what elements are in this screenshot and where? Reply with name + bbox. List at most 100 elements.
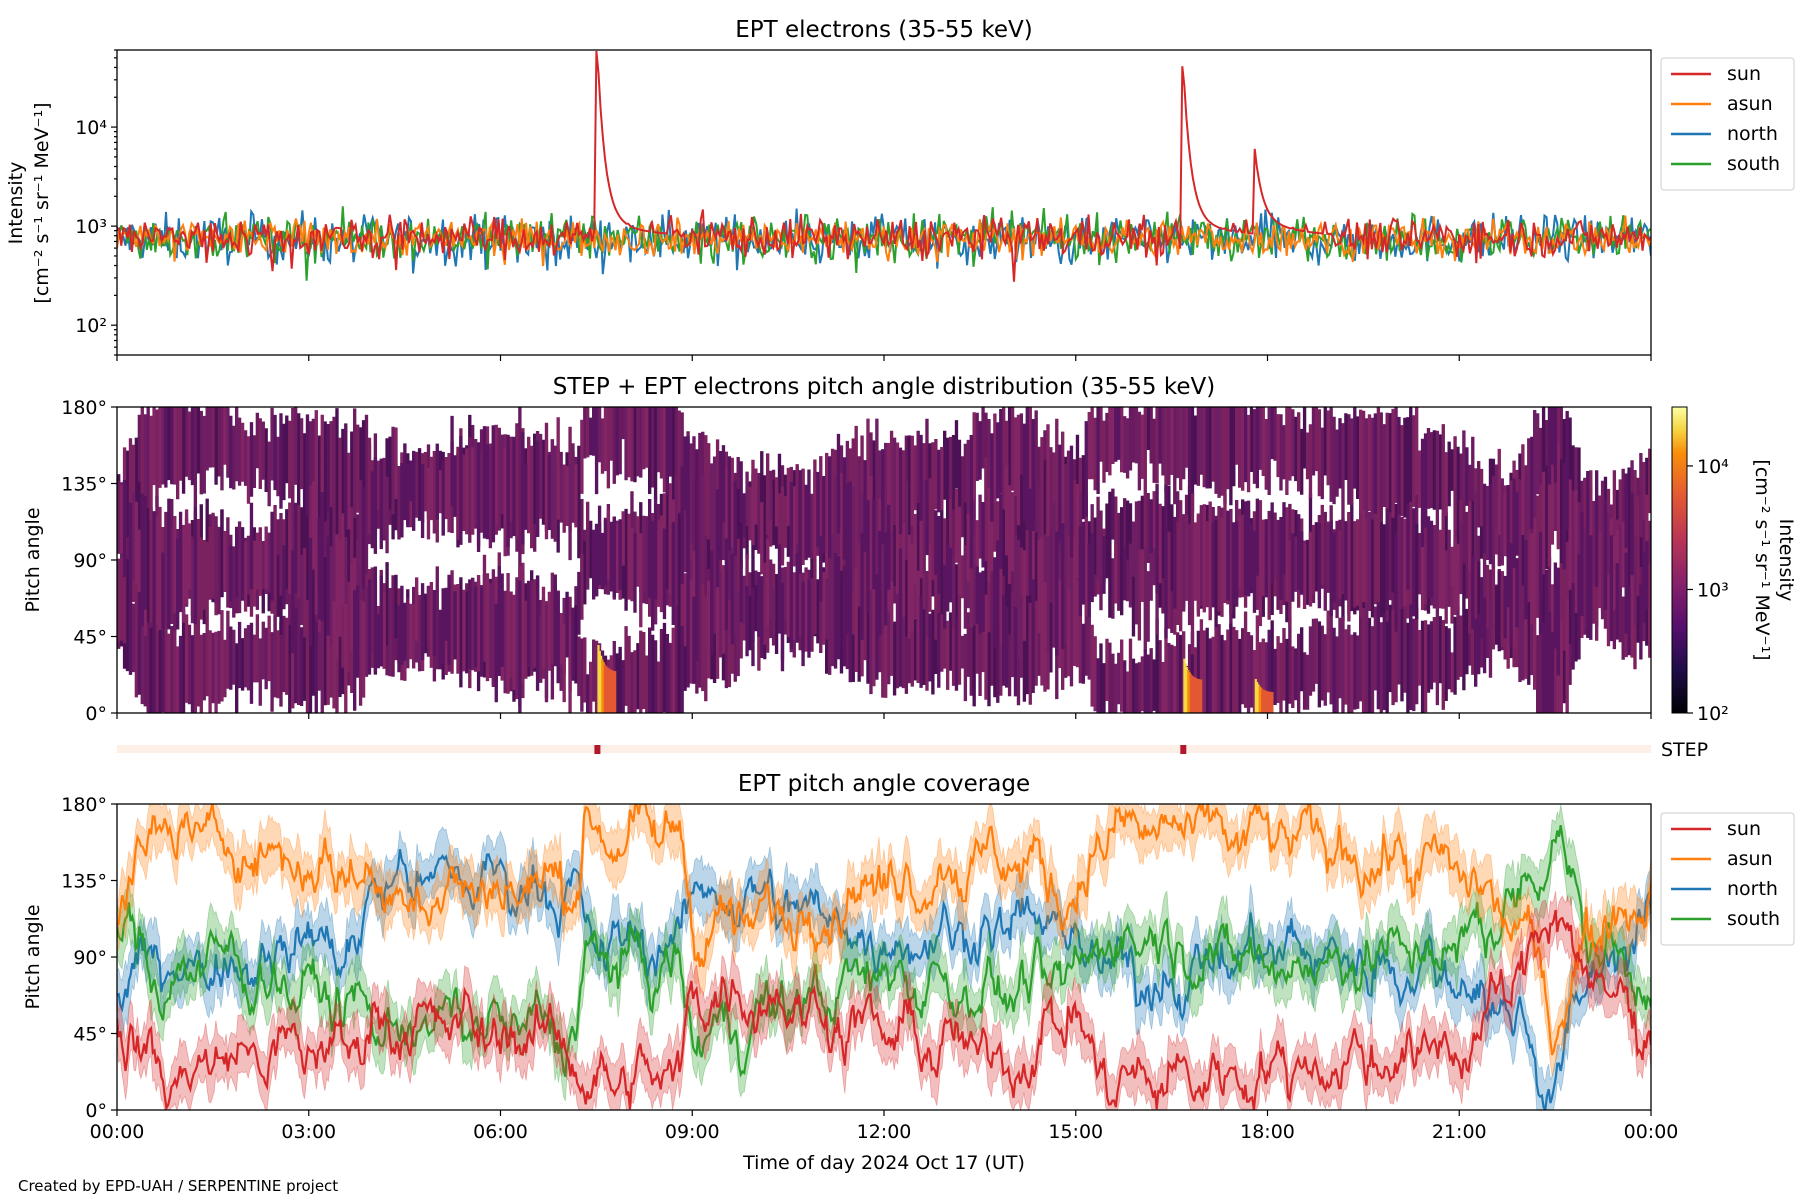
ytick-label: 180° bbox=[61, 397, 107, 419]
heatmap-burst bbox=[1188, 672, 1191, 713]
panel-intensity-xticks bbox=[116, 355, 1652, 361]
heatmap-burst bbox=[1259, 687, 1262, 713]
panel-intensity-ylabel-line1: Intensity bbox=[5, 162, 27, 245]
panel-pad-yticks: 0° 45° 90° 135° 180° bbox=[61, 397, 117, 725]
series-line-south bbox=[117, 824, 1651, 1078]
heatmap-burst bbox=[1257, 684, 1260, 713]
legend-label-south: south bbox=[1727, 908, 1780, 930]
panel-coverage-title: EPT pitch angle coverage bbox=[738, 771, 1030, 797]
xtick-label: 00:00 bbox=[1624, 1121, 1679, 1143]
series-band-south bbox=[117, 804, 1651, 1102]
heatmap-burst bbox=[1263, 690, 1266, 713]
panel-step: STEP bbox=[117, 739, 1708, 761]
colorbar-label-line1: Intensity bbox=[1775, 519, 1797, 602]
heatmap-burst bbox=[1194, 678, 1197, 713]
series-line-sun bbox=[117, 909, 1651, 1110]
step-markers bbox=[594, 745, 1187, 754]
heatmap-burst bbox=[1261, 688, 1264, 713]
panel-intensity-frame bbox=[116, 49, 1652, 356]
panel-intensity-title: EPT electrons (35-55 keV) bbox=[735, 17, 1032, 43]
ytick-label: 10⁴ bbox=[75, 117, 107, 139]
heatmap-burst bbox=[607, 668, 610, 713]
step-label: STEP bbox=[1661, 739, 1708, 761]
colorbar-tick-label: 10³ bbox=[1697, 579, 1729, 601]
panel-pad: STEP + EPT electrons pitch angle distrib… bbox=[22, 374, 1797, 725]
legend-box bbox=[1660, 812, 1795, 946]
heatmap-burst bbox=[1198, 679, 1201, 713]
heatmap-burst bbox=[611, 670, 614, 713]
heatmap-burst bbox=[1268, 691, 1271, 713]
heatmap-burst bbox=[606, 667, 609, 713]
series-band-sun bbox=[117, 891, 1651, 1110]
legend-label-asun: asun bbox=[1727, 848, 1773, 870]
ytick-label: 90° bbox=[73, 947, 107, 969]
colorbar-ticks: 10² 10³ 10⁴ bbox=[1687, 456, 1729, 725]
heatmap-burst bbox=[1266, 691, 1269, 713]
panel-intensity-legend: sun asun north south bbox=[1660, 57, 1795, 191]
heatmap-burst bbox=[1267, 691, 1270, 713]
series-line-sun bbox=[117, 50, 1651, 282]
step-marker bbox=[1180, 745, 1187, 754]
heatmap-burst bbox=[1262, 689, 1265, 713]
heatmap-burst bbox=[1200, 679, 1203, 713]
step-marker bbox=[594, 745, 601, 754]
ytick-label: 45° bbox=[73, 627, 107, 649]
panel-intensity-yticks: 10² 10³ 10⁴ bbox=[75, 49, 117, 356]
heatmap-burst bbox=[1196, 678, 1199, 713]
legend-label-asun: asun bbox=[1727, 93, 1773, 115]
xtick-label: 18:00 bbox=[1240, 1121, 1295, 1143]
heatmap-burst bbox=[600, 655, 603, 713]
step-strip bbox=[117, 745, 1651, 753]
heatmap-burst bbox=[605, 666, 608, 713]
panel-coverage-yticks: 0° 45° 90° 135° 180° bbox=[61, 794, 117, 1122]
legend-label-north: north bbox=[1727, 878, 1778, 900]
heatmap-burst bbox=[1184, 663, 1187, 713]
heatmap-burst bbox=[1270, 691, 1273, 713]
xtick-label: 15:00 bbox=[1048, 1121, 1103, 1143]
ytick-label: 0° bbox=[85, 1100, 107, 1122]
xtick-label: 21:00 bbox=[1432, 1121, 1487, 1143]
heatmap-burst bbox=[602, 662, 605, 713]
heatmap-burst bbox=[1256, 682, 1259, 713]
heatmap-burst bbox=[1185, 667, 1189, 713]
ytick-label: 10² bbox=[75, 315, 107, 337]
heatmap-burst bbox=[597, 645, 600, 713]
ytick-label: 90° bbox=[73, 550, 107, 572]
xtick-label: 06:00 bbox=[473, 1121, 528, 1143]
panel-intensity-ylabel-line2: [cm⁻² s⁻¹ sr⁻¹ MeV⁻¹] bbox=[31, 102, 53, 303]
legend-box bbox=[1660, 57, 1795, 191]
colorbar-gradient bbox=[1671, 406, 1688, 714]
panel-intensity-lines bbox=[117, 50, 1651, 282]
heatmap-burst bbox=[1254, 679, 1257, 713]
ytick-label: 0° bbox=[85, 703, 107, 725]
xtick-label: 00:00 bbox=[90, 1121, 145, 1143]
heatmap-burst bbox=[610, 670, 613, 713]
colorbar: 10² 10³ 10⁴ Intensity [cm⁻² s⁻¹ sr⁻¹ MeV⁻¹… bbox=[1671, 406, 1797, 725]
colorbar-tick-label: 10⁴ bbox=[1697, 456, 1729, 478]
panel-coverage-xticks: 00:00 03:00 06:00 09:00 12:00 15:00 18:00 21:00… bbox=[90, 1110, 1679, 1143]
heatmap-burst bbox=[614, 671, 617, 713]
ytick-label: 10³ bbox=[75, 216, 107, 238]
legend-label-sun: sun bbox=[1727, 63, 1761, 85]
legend-label-south: south bbox=[1727, 153, 1780, 175]
credit-text: Created by EPD-UAH / SERPENTINE project bbox=[18, 1177, 338, 1195]
ytick-label: 180° bbox=[61, 794, 107, 816]
heatmap-burst bbox=[1192, 676, 1195, 713]
series-line-asun bbox=[117, 215, 1651, 267]
heatmap-cells bbox=[122, 407, 1649, 713]
panel-coverage-lines bbox=[117, 804, 1651, 1110]
heatmap-burst bbox=[1197, 679, 1200, 713]
legend-label-sun: sun bbox=[1727, 818, 1761, 840]
panel-coverage-ylabel: Pitch angle bbox=[22, 904, 44, 1009]
heatmap-burst bbox=[1187, 670, 1190, 713]
xtick-label: 12:00 bbox=[857, 1121, 912, 1143]
panel-pad-heatmap bbox=[117, 407, 1651, 713]
ytick-label: 135° bbox=[61, 871, 107, 893]
panel-pad-title: STEP + EPT electrons pitch angle distrib… bbox=[553, 374, 1215, 400]
panel-pad-ylabel: Pitch angle bbox=[22, 507, 44, 612]
panel-coverage-legend: sun asun north south bbox=[1660, 812, 1795, 946]
xtick-label: 03:00 bbox=[281, 1121, 336, 1143]
panel-coverage: EPT pitch angle coverage 0° 45° 90° 135° 180… bbox=[22, 771, 1795, 1174]
heatmap-burst bbox=[1193, 677, 1196, 713]
